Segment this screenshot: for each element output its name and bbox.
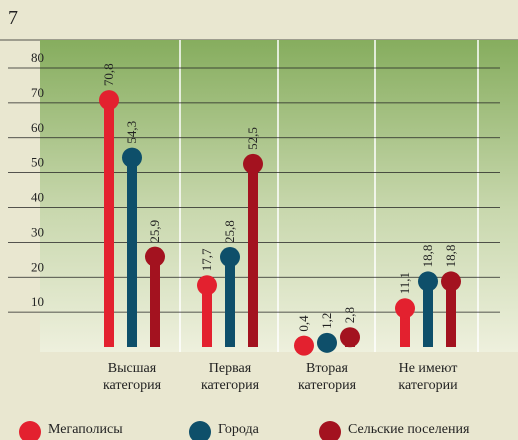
bar <box>446 281 456 347</box>
y-tick-label: 70 <box>31 85 44 100</box>
value-label: 54,3 <box>124 121 139 144</box>
value-label: 25,8 <box>222 220 237 243</box>
value-label: 17,7 <box>199 248 214 271</box>
bar-head <box>145 246 165 267</box>
bar <box>423 281 433 347</box>
bar-head <box>99 90 119 111</box>
legend-label: Мегаполисы <box>48 422 123 437</box>
y-tick-label: 20 <box>31 259 44 274</box>
bar-head <box>220 247 240 268</box>
bar-head <box>395 298 415 319</box>
bar <box>248 163 258 347</box>
y-tick-label: 80 <box>31 50 44 65</box>
x-tick-label: Высшая категория <box>102 361 162 393</box>
value-label: 25,9 <box>147 220 162 243</box>
value-label: 1,2 <box>319 313 334 329</box>
legend-swatch <box>189 421 211 440</box>
legend-swatch <box>19 421 41 440</box>
y-tick-label: 10 <box>31 294 44 309</box>
bar <box>127 157 137 347</box>
legend-swatch <box>319 421 341 440</box>
value-label: 0,4 <box>296 315 311 332</box>
bar-head <box>122 147 142 168</box>
bar-head <box>317 332 337 353</box>
value-label: 52,5 <box>245 127 260 150</box>
y-tick-label: 40 <box>31 190 44 205</box>
bar-head <box>197 275 217 296</box>
bar-head <box>418 271 438 292</box>
x-tick-label: Вторая категория <box>297 361 357 393</box>
bar-head <box>340 327 360 348</box>
bar-head <box>441 271 461 292</box>
plot-area <box>40 40 518 352</box>
y-tick-label: 50 <box>31 155 44 170</box>
value-label: 18,8 <box>443 245 458 268</box>
bar-head <box>294 335 314 356</box>
value-label: 70,8 <box>101 63 116 86</box>
legend-label: Сельские поселения <box>348 422 470 437</box>
chart-title: 7 <box>8 7 18 29</box>
x-tick-label: Не имеют категории <box>398 361 458 393</box>
x-tick-label: Первая категория <box>200 361 260 393</box>
bar <box>104 100 114 348</box>
legend-label: Города <box>218 422 260 437</box>
y-tick-label: 30 <box>31 224 44 239</box>
value-label: 2,8 <box>342 307 357 323</box>
bar <box>400 308 410 347</box>
y-tick-label: 60 <box>31 120 44 135</box>
bar <box>150 256 160 347</box>
bar <box>202 285 212 347</box>
value-label: 18,8 <box>420 245 435 268</box>
bar <box>225 257 235 347</box>
value-label: 11,1 <box>397 272 412 294</box>
bar-head <box>243 153 263 174</box>
